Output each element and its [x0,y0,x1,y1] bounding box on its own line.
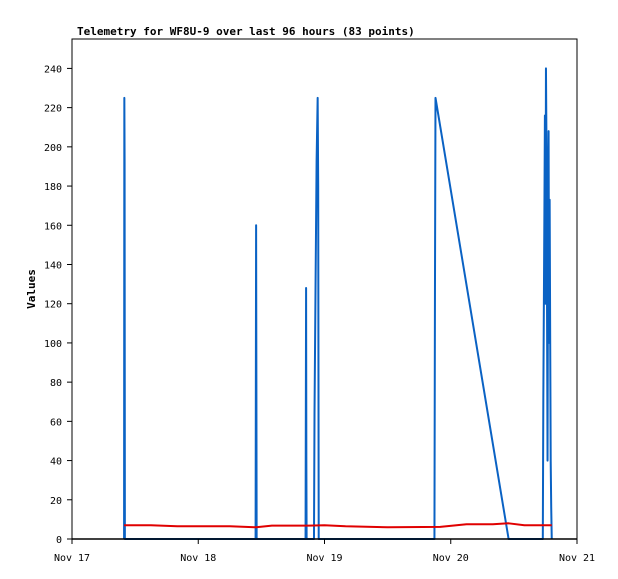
y-axis: 0 20 40 60 80 100 120 140 160 180 200 220 240 [44,64,72,546]
series-layer [72,67,577,540]
chart-title: Telemetry for WF8U-9 over last 96 hours … [77,25,415,38]
y-tick-label: 0 [56,535,62,546]
plot-area [71,38,578,540]
y-tick-label: 80 [50,378,62,389]
y-tick-label: 40 [50,457,62,468]
y-tick-label: 60 [50,417,62,428]
y-tick-label: 180 [44,182,62,193]
x-tick-label: Nov 18 [180,553,216,564]
y-tick-label: 160 [44,221,62,232]
y-tick-label: 20 [50,496,62,507]
y-tick-label: 240 [44,64,62,75]
x-tick-label: Nov 17 [54,553,90,564]
series-line-1 [124,522,552,529]
x-tick-label: Nov 21 [559,553,595,564]
y-tick-label: 220 [44,104,62,115]
x-tick-label: Nov 20 [433,553,469,564]
series-line-0 [123,67,553,540]
x-tick-label: Nov 19 [306,553,342,564]
y-tick-label: 120 [44,300,62,311]
x-axis: Nov 17 Nov 18 Nov 19 Nov 20 Nov 21 [54,539,595,564]
y-tick-label: 100 [44,339,62,350]
y-axis-label: Values [25,269,38,309]
y-tick-label: 200 [44,143,62,154]
y-tick-label: 140 [44,260,62,271]
